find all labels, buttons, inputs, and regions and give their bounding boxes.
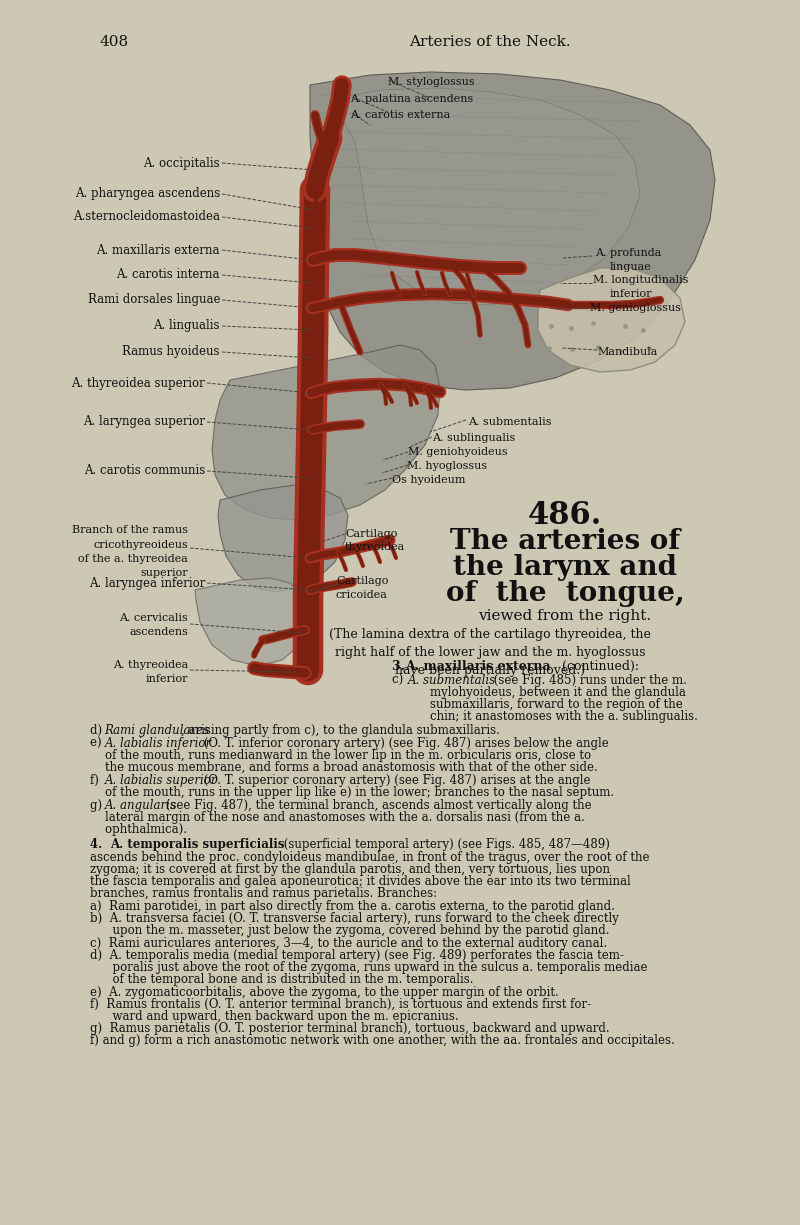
Text: A. submentalis: A. submentalis [408,674,496,687]
Text: A. laryngea inferior: A. laryngea inferior [89,577,205,589]
Text: (O. T. inferior coronary artery) (see Fig. 487) arises below the angle: (O. T. inferior coronary artery) (see Fi… [200,737,609,750]
Polygon shape [538,268,685,372]
Text: cricoidea: cricoidea [336,590,388,600]
Text: A. carotis communis: A. carotis communis [84,464,205,478]
Text: Ramus hyoideus: Ramus hyoideus [122,345,220,359]
Text: g): g) [90,799,106,812]
Text: thyreoidea: thyreoidea [345,541,406,552]
Text: A. labialis superior: A. labialis superior [104,774,217,786]
Text: the mucous membrane, and forms a broad anastomosis with that of the other side.: the mucous membrane, and forms a broad a… [90,761,598,774]
Text: A. thyreoidea: A. thyreoidea [113,660,188,670]
Text: d): d) [90,724,106,737]
Text: M. hyoglossus: M. hyoglossus [407,461,487,470]
Text: 3.: 3. [392,660,414,673]
Text: A. lingualis: A. lingualis [154,320,220,332]
Text: (superficial temporal artery) (see Figs. 485, 487—489): (superficial temporal artery) (see Figs.… [280,838,610,851]
Text: chin; it anastomoses with the a. sublingualis.: chin; it anastomoses with the a. subling… [430,710,698,723]
Text: b)  A. transversa faciei (O. T. transverse facial artery), runs forward to the c: b) A. transversa faciei (O. T. transvers… [90,911,619,925]
Text: mylohyoideus, between it and the glandula: mylohyoideus, between it and the glandul… [430,686,686,699]
Text: of the mouth, runs in the upper lip like e) in the lower; branches to the nasal : of the mouth, runs in the upper lip like… [90,786,614,799]
Text: (see Fig. 485) runs under the m.: (see Fig. 485) runs under the m. [490,674,687,687]
Text: A. pharyngea ascendens: A. pharyngea ascendens [74,187,220,201]
Text: of  the  tongue,: of the tongue, [446,579,684,608]
Text: ascendens: ascendens [129,627,188,637]
Text: A. profunda: A. profunda [595,247,662,258]
Text: The arteries of: The arteries of [450,528,680,555]
Text: linguae: linguae [610,262,652,272]
Text: branches, ramus frontalis and ramus parietalis. Branches:: branches, ramus frontalis and ramus pari… [90,887,437,900]
Text: A. occipitalis: A. occipitalis [143,157,220,169]
Text: A. submentalis: A. submentalis [468,417,551,428]
Text: Branch of the ramus: Branch of the ramus [72,526,188,535]
Polygon shape [330,88,640,305]
Text: (The lamina dextra of the cartilago thyreoidea, the
right half of the lower jaw : (The lamina dextra of the cartilago thyr… [329,628,651,677]
Text: zygoma; it is covered at first by the glandula parotis, and then, very tortuous,: zygoma; it is covered at first by the gl… [90,862,610,876]
Text: viewed from the right.: viewed from the right. [478,609,651,624]
Text: ascends behind the proc. condyloideus mandibulae, in front of the tragus, over t: ascends behind the proc. condyloideus ma… [90,851,650,864]
Text: the fascia temporalis and galea aponeurotica; it divides above the ear into its : the fascia temporalis and galea aponeuro… [90,875,630,888]
Text: M. geniohyoideus: M. geniohyoideus [408,447,508,457]
Text: ophthalmica).: ophthalmica). [90,823,187,835]
Text: of the a. thyreoidea: of the a. thyreoidea [78,554,188,564]
Text: A. sublingualis: A. sublingualis [432,432,515,443]
Text: , arising partly from c), to the glandula submaxillaris.: , arising partly from c), to the glandul… [181,724,500,737]
Text: d)  A. temporalis media (medial temporal artery) (see Fig. 489) perforates the f: d) A. temporalis media (medial temporal … [90,949,624,962]
Text: a)  Rami parotidei, in part also directly from the a. carotis externa, to the pa: a) Rami parotidei, in part also directly… [90,900,615,913]
Text: A. laryngea superior: A. laryngea superior [83,415,205,429]
Text: cricothyreoideus: cricothyreoideus [94,540,188,550]
Text: A. temporalis superficialis: A. temporalis superficialis [110,838,285,851]
Text: upon the m. masseter, just below the zygoma, covered behind by the parotid gland: upon the m. masseter, just below the zyg… [90,924,610,937]
Text: e): e) [90,737,106,750]
Text: superior: superior [140,568,188,578]
Text: c)  Rami auriculares anteriores, 3—4, to the auricle and to the external auditor: c) Rami auriculares anteriores, 3—4, to … [90,937,607,951]
Text: f)  Ramus frontalis (O. T. anterior terminal branch), is tortuous and extends fi: f) Ramus frontalis (O. T. anterior termi… [90,998,591,1011]
Polygon shape [218,485,348,592]
Text: Rami dorsales linguae: Rami dorsales linguae [87,294,220,306]
Text: of the temporal bone and is distributed in the m. temporalis.: of the temporal bone and is distributed … [90,973,474,986]
Text: A.sternocleidomastoidea: A.sternocleidomastoidea [73,211,220,223]
Text: Cartilago: Cartilago [336,576,388,586]
Text: inferior: inferior [146,674,188,684]
Text: A. cervicalis: A. cervicalis [119,612,188,624]
Text: 486.: 486. [528,500,602,530]
Text: M. longitudinalis: M. longitudinalis [593,274,689,285]
Polygon shape [195,578,308,666]
Text: A. maxillaris externa: A. maxillaris externa [97,244,220,256]
Text: M. genioglossus: M. genioglossus [590,303,681,314]
Text: inferior: inferior [610,289,653,299]
Text: (see Fig. 487), the terminal branch, ascends almost vertically along the: (see Fig. 487), the terminal branch, asc… [162,799,592,812]
Text: A. labialis inferior: A. labialis inferior [104,737,211,750]
Text: f): f) [90,774,102,786]
Polygon shape [310,72,715,390]
Text: ward and upward, then backward upon the m. epicranius.: ward and upward, then backward upon the … [90,1009,458,1023]
Text: lateral margin of the nose and anastomoses with the a. dorsalis nasi (from the a: lateral margin of the nose and anastomos… [90,811,585,824]
Text: Cartilago: Cartilago [345,529,398,539]
Text: c): c) [392,674,407,687]
Text: 4.: 4. [90,838,110,851]
Text: A. carotis interna: A. carotis interna [117,268,220,282]
Text: submaxillaris, forward to the region of the: submaxillaris, forward to the region of … [430,698,682,710]
Text: A. thyreoidea superior: A. thyreoidea superior [71,376,205,390]
Text: (O. T. superior coronary artery) (see Fig. 487) arises at the angle: (O. T. superior coronary artery) (see Fi… [200,774,591,786]
Text: 408: 408 [100,36,129,49]
Polygon shape [212,345,440,519]
Text: A. maxillaris externa: A. maxillaris externa [405,660,550,673]
Text: e)  A. zygomaticoorbitalis, above the zygoma, to the upper margin of the orbit.: e) A. zygomaticoorbitalis, above the zyg… [90,986,558,1000]
Text: A. angularis: A. angularis [104,799,176,812]
Text: (continued):: (continued): [558,660,639,673]
Text: Arteries of the Neck.: Arteries of the Neck. [409,36,571,49]
Text: Os hyoideum: Os hyoideum [392,475,466,485]
Text: the larynx and: the larynx and [453,554,677,581]
Text: Rami glandulares: Rami glandulares [104,724,210,737]
Text: A. carotis externa: A. carotis externa [350,110,450,120]
Text: poralis just above the root of the zygoma, runs upward in the sulcus a. temporal: poralis just above the root of the zygom… [90,960,647,974]
Text: g)  Ramus parietalis (O. T. posterior terminal branch), tortuous, backward and u: g) Ramus parietalis (O. T. posterior ter… [90,1022,610,1035]
Text: Mandibula: Mandibula [597,347,658,356]
Text: M. styloglossus: M. styloglossus [388,77,474,87]
Text: A. palatina ascendens: A. palatina ascendens [350,94,474,104]
Text: f) and g) form a rich anastomotic network with one another, with the aa. frontal: f) and g) form a rich anastomotic networ… [90,1034,674,1047]
Text: of the mouth, runs medianward in the lower lip in the m. orbicularis oris, close: of the mouth, runs medianward in the low… [90,748,591,762]
